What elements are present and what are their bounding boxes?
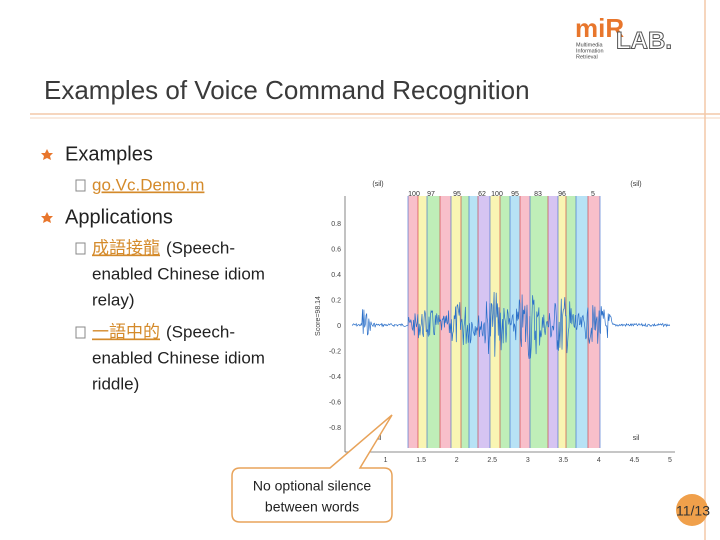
- page-badge: [676, 494, 708, 526]
- phone-band: [469, 196, 478, 448]
- sub-bullet-icon: [75, 242, 86, 255]
- sub-bullet-text: relay): [92, 290, 135, 309]
- y-axis-label: Score=98.14: [315, 296, 322, 336]
- sub-bullet-icon: [75, 326, 86, 339]
- y-tick-label: -0.8: [329, 425, 341, 432]
- x-tick-label: 1: [384, 457, 388, 464]
- score-label: 83: [534, 191, 542, 198]
- x-tick-label: 2.5: [487, 457, 497, 464]
- bullet-icon: [41, 149, 53, 160]
- y-tick-label: -0.6: [329, 399, 341, 406]
- score-label: 100: [408, 191, 420, 198]
- phone-band: [408, 196, 418, 448]
- callout-box: [231, 414, 393, 523]
- sub-bullet-text: riddle): [92, 374, 139, 393]
- x-tick-label: 5: [668, 457, 672, 464]
- logo-caption: Retrieval: [576, 54, 598, 60]
- phone-band: [548, 196, 558, 448]
- sub-bullet-text: enabled Chinese idiom: [92, 348, 265, 367]
- sub-bullet-text: enabled Chinese idiom: [92, 264, 265, 283]
- y-tick-label: 0.6: [331, 246, 341, 253]
- sub-bullet-icon: [75, 179, 86, 192]
- x-tick-label: 2: [455, 457, 459, 464]
- score-label: 97: [427, 191, 435, 198]
- y-tick-label: 0: [337, 323, 341, 330]
- score-label: 95: [511, 191, 519, 198]
- logo-mark: miR: [575, 13, 624, 43]
- link: 成語接龍: [92, 238, 160, 257]
- score-label: 100: [491, 191, 503, 198]
- phone-band: [566, 196, 576, 448]
- bullet-text: Examples: [65, 143, 153, 165]
- phone-band: [478, 196, 490, 448]
- logo-text: LAB.: [616, 27, 672, 54]
- score-label: 62: [478, 191, 486, 198]
- score-label: 95: [453, 191, 461, 198]
- waveform: [351, 291, 671, 359]
- logo-caption: Information: [576, 48, 604, 54]
- score-label: 96: [558, 191, 566, 198]
- logo-caption: Multimedia: [576, 42, 604, 48]
- phone-band: [558, 196, 566, 448]
- slide-title: Examples of Voice Command Recognition: [44, 75, 530, 105]
- bullet-text: Applications: [65, 206, 173, 228]
- segment-label: sil: [633, 435, 640, 442]
- page-number: 11/13: [676, 503, 710, 519]
- link: go.Vc.Demo.m: [92, 175, 204, 194]
- bullet-list: Examples go.Vc.Demo.m Applications 成語接龍 (Spe…: [41, 143, 265, 393]
- callout-text: No optional silence: [253, 478, 372, 494]
- phone-band: [490, 196, 500, 448]
- y-tick-label: -0.2: [329, 348, 341, 355]
- y-tick-label: 0.8: [331, 221, 341, 228]
- y-tick-label: 0.2: [331, 297, 341, 304]
- score-label: 5: [591, 191, 595, 198]
- x-tick-label: 4: [597, 457, 601, 464]
- link: 一語中的: [92, 322, 160, 341]
- sub-bullet-text: (Speech-: [166, 322, 235, 341]
- phone-band: [461, 196, 469, 448]
- segment-label: (sil): [372, 181, 383, 188]
- x-tick-label: 3: [526, 457, 530, 464]
- callout-text: between words: [265, 499, 359, 515]
- phone-band: [510, 196, 520, 448]
- bullet-icon: [41, 212, 53, 223]
- figure: 0.80.60.40.20-0.2-0.4-0.6-0.80.511.522.5…: [315, 180, 675, 464]
- y-tick-label: 0.4: [331, 272, 341, 279]
- segment-label: (sil): [630, 181, 641, 188]
- phone-band: [427, 196, 440, 448]
- x-tick-label: 4.5: [630, 457, 640, 464]
- x-tick-label: 3.5: [558, 457, 568, 464]
- sub-bullet-text: (Speech-: [166, 238, 235, 257]
- y-tick-label: -0.4: [329, 374, 341, 381]
- x-tick-label: 1.5: [416, 457, 426, 464]
